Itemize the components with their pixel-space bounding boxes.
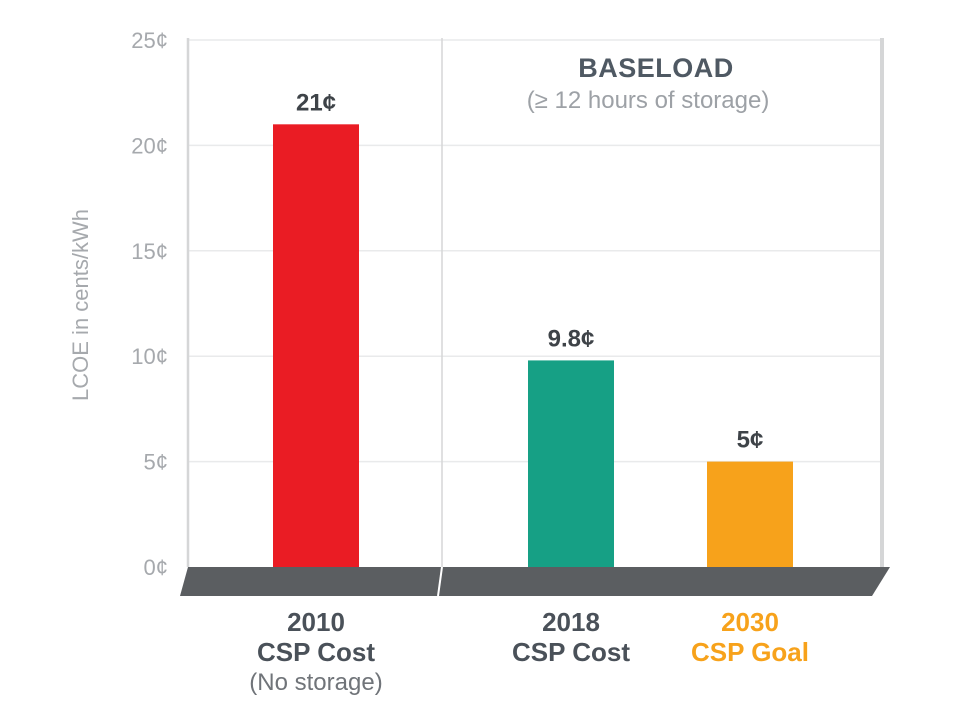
- category-year-2030: 2030: [721, 607, 779, 637]
- category-label-2010: CSP Cost: [257, 637, 375, 667]
- y-tick-label: 10¢: [131, 344, 168, 369]
- bar-2030: [707, 461, 793, 567]
- baseload-title: BASELOAD: [578, 53, 734, 83]
- category-label-2018: CSP Cost: [512, 637, 630, 667]
- category-label-2030: CSP Goal: [691, 637, 809, 667]
- y-tick-label: 25¢: [131, 28, 168, 53]
- bar-2018: [528, 360, 614, 567]
- baseload-subtitle: (≥ 12 hours of storage): [527, 87, 770, 114]
- y-axis-label: LCOE in cents/kWh: [68, 209, 93, 401]
- category-year-2018: 2018: [542, 607, 600, 637]
- y-tick-label: 15¢: [131, 239, 168, 264]
- y-tick-label: 0¢: [144, 555, 168, 580]
- bar-2010: [273, 124, 359, 567]
- bars: [273, 124, 793, 567]
- category-year-2010: 2010: [287, 607, 345, 637]
- y-tick-label: 20¢: [131, 133, 168, 158]
- value-label-2018: 9.8¢: [548, 325, 595, 352]
- value-label-2030: 5¢: [737, 427, 764, 454]
- category-sublabel-2010: (No storage): [249, 669, 382, 696]
- value-label-2010: 21¢: [296, 89, 336, 116]
- y-tick-labels: 0¢ 5¢ 10¢ 15¢ 20¢ 25¢: [131, 28, 168, 580]
- value-labels: 21¢ 9.8¢ 5¢: [296, 89, 763, 453]
- floor-band: [180, 567, 890, 596]
- floor-divider: [437, 566, 443, 597]
- y-tick-label: 5¢: [144, 450, 168, 475]
- chart-floor: [180, 566, 890, 597]
- chart-frame: [186, 38, 884, 567]
